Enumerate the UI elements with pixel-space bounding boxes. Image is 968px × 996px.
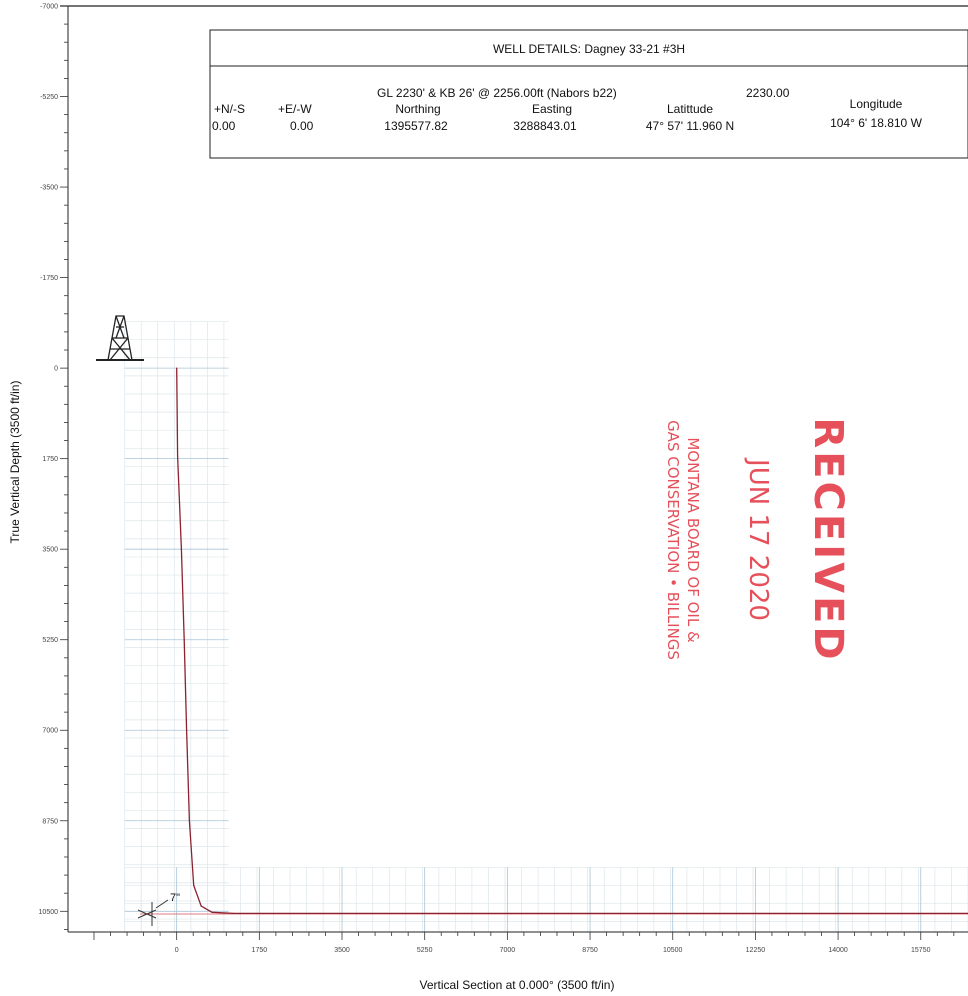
trajectory-point <box>188 820 191 822</box>
header-latitude: Latittude <box>667 102 713 116</box>
header-longitude: Longitude <box>850 97 903 111</box>
value-northing: 1395577.82 <box>384 119 448 133</box>
stamp-date: JUN 17 2020 <box>743 457 773 621</box>
drilling-rig-icon <box>96 315 144 361</box>
y-tick-label: -7000 <box>40 4 58 11</box>
x-tick-label: 15750 <box>911 947 931 954</box>
trajectory-point <box>183 639 185 641</box>
x-axis-label: Vertical Section at 0.000° (3500 ft/in) <box>420 978 615 992</box>
elevation-text: GL 2230' & KB 26' @ 2256.00ft (Nabors b2… <box>377 86 617 100</box>
x-tick-label: 8750 <box>582 947 598 954</box>
y-tick-label: -3500 <box>40 185 58 192</box>
value-latitude: 47° 57' 11.960 N <box>646 119 734 133</box>
stamp-received-word: RECEIVED <box>805 417 851 662</box>
y-tick-label: 1750 <box>42 456 58 463</box>
y-tick-label: -5250 <box>40 94 58 101</box>
well-details-frame <box>209 29 968 159</box>
stamp-line1: MONTANA BOARD OF OIL & <box>684 437 702 643</box>
y-tick-label: 10500 <box>39 909 59 916</box>
x-tick-label: 3500 <box>334 947 350 954</box>
trajectory-point <box>193 884 195 887</box>
y-tick-label: 7000 <box>42 728 58 735</box>
x-tick-label: 10500 <box>663 947 683 954</box>
trajectory-point <box>176 367 178 369</box>
trajectory-point <box>200 905 202 907</box>
well-details-box: WELL DETAILS: Dagney 33-21 #3H GL 2230' … <box>209 29 968 159</box>
header-easting: Easting <box>532 102 572 116</box>
y-tick-labels: -7000 -5250 -3500 -1750 0 1750 3500 5250 7000 875… <box>39 4 59 916</box>
header-northing: Northing <box>395 102 440 116</box>
value-ew: 0.00 <box>290 119 314 133</box>
y-tick-label: -1750 <box>40 275 58 282</box>
header-ns: +N/-S <box>214 102 245 116</box>
x-tick-labels: 0 1750 3500 5250 7000 8750 10500 12250 14000 1575… <box>175 947 931 954</box>
y-tick-label: 5250 <box>42 637 58 644</box>
casing-marker-icon <box>137 899 169 926</box>
x-tick-label: 0 <box>175 947 179 954</box>
value-easting: 3288843.01 <box>513 119 577 133</box>
trajectory-point <box>177 455 179 457</box>
axis-ticks <box>60 5 955 940</box>
y-tick-label: 8750 <box>42 818 58 825</box>
y-axis-label: True Vertical Depth (3500 ft/in) <box>8 381 22 544</box>
trajectory-point <box>185 729 188 731</box>
x-tick-label: 14000 <box>828 947 848 954</box>
y-tick-label: 3500 <box>42 547 58 554</box>
series-layer <box>176 367 968 915</box>
well-details-title: WELL DETAILS: Dagney 33-21 #3H <box>493 42 685 56</box>
x-tick-label: 7000 <box>500 947 516 954</box>
value-ns: 0.00 <box>212 119 236 133</box>
value-longitude: 104° 6' 18.810 W <box>830 116 922 130</box>
received-stamp: RECEIVED JUN 17 2020 MONTANA BOARD OF OI… <box>664 417 851 662</box>
header-ew: +E/-W <box>278 102 312 116</box>
y-tick-label: 0 <box>54 366 58 373</box>
casing-annotation: 7" <box>170 892 180 904</box>
ground-level-value: 2230.00 <box>746 86 790 100</box>
x-tick-label: 5250 <box>417 947 433 954</box>
x-tick-label: 12250 <box>746 947 766 954</box>
trajectory-point <box>232 912 234 914</box>
x-tick-label: 1750 <box>252 947 268 954</box>
trajectory-point <box>180 548 182 550</box>
trajectory-point <box>211 911 213 913</box>
stamp-line2: GAS CONSERVATION • BILLINGS <box>664 420 682 660</box>
